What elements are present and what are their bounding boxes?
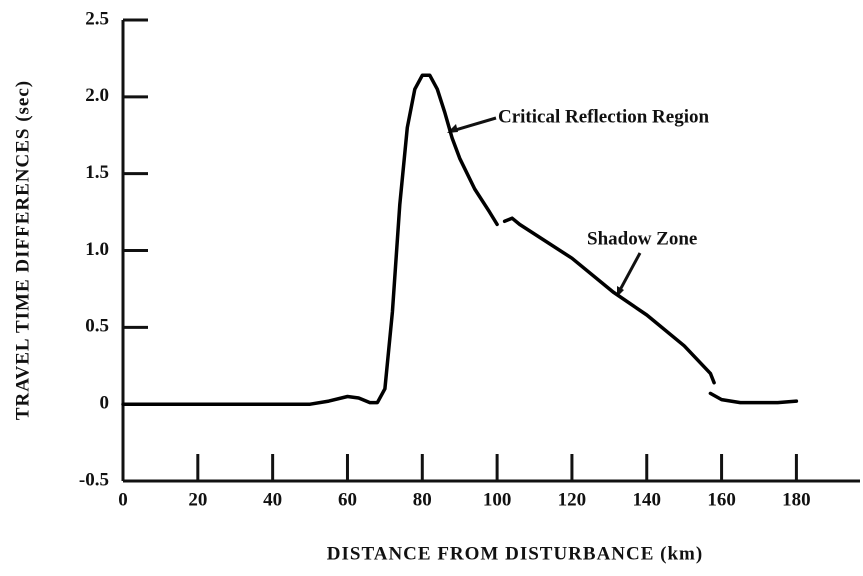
x-tick-label: 160 <box>707 489 736 510</box>
x-tick-label: 100 <box>483 489 512 510</box>
annotation-arrow <box>618 252 642 291</box>
annotation-arrow <box>451 116 497 133</box>
x-tick-label: 0 <box>118 489 128 510</box>
y-axis-label: TRAVEL TIME DIFFERENCES (sec) <box>12 80 33 420</box>
x-tick-label: 40 <box>263 489 282 510</box>
x-tick-label: 180 <box>782 489 811 510</box>
annotation: Shadow Zone <box>587 228 697 249</box>
y-tick-label: 1.0 <box>85 239 109 260</box>
y-tick-label: 0 <box>100 393 110 414</box>
data-line <box>121 73 799 406</box>
x-tick-label: 60 <box>338 489 357 510</box>
x-tick-label: 80 <box>413 489 432 510</box>
x-tick-label: 140 <box>633 489 662 510</box>
x-axis-label: DISTANCE FROM DISTURBANCE (km) <box>327 543 703 564</box>
y-tick-label: -0.5 <box>79 469 109 490</box>
annotation: Critical Reflection Region <box>498 106 709 127</box>
y-tick-label: 2.0 <box>85 85 109 106</box>
y-tick-label: 2.5 <box>85 8 109 29</box>
y-tick-label: 0.5 <box>85 316 109 337</box>
y-tick-label: 1.5 <box>85 162 109 183</box>
x-tick-label: 20 <box>188 489 207 510</box>
x-tick-label: 120 <box>558 489 587 510</box>
